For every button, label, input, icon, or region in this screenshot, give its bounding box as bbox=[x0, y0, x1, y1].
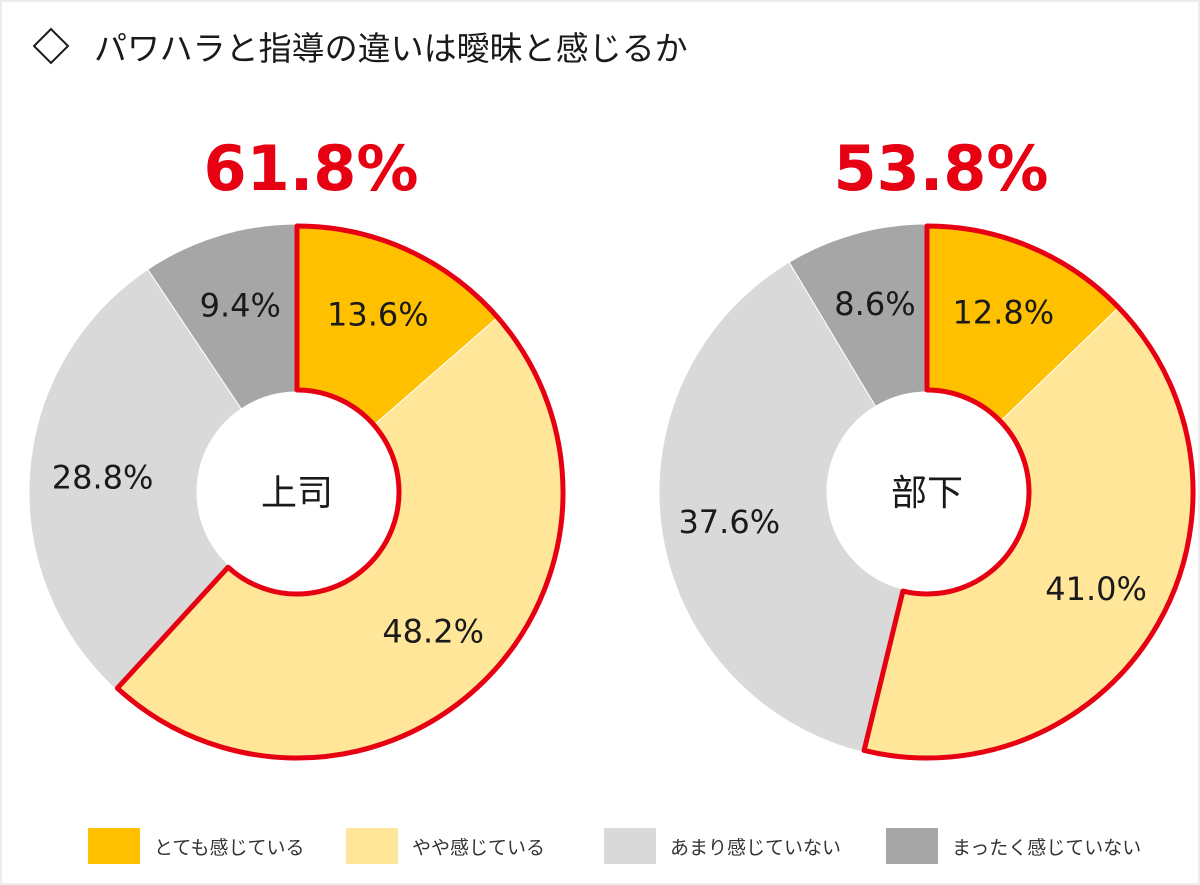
chart-title-row: パワハラと指導の違いは曖昧と感じるか bbox=[28, 22, 688, 70]
highlight-total: 61.8% bbox=[203, 132, 418, 205]
legend-item-strong: とても感じている bbox=[88, 828, 346, 864]
legend-label: とても感じている bbox=[154, 836, 305, 859]
slice-label: 8.6% bbox=[834, 285, 915, 323]
slice-label: 37.6% bbox=[678, 503, 780, 541]
legend: とても感じている やや感じている あまり感じていない まったく感じていない bbox=[88, 828, 1141, 864]
highlight-outline bbox=[861, 223, 1196, 761]
slice-label: 48.2% bbox=[382, 613, 484, 651]
slice-label: 41.0% bbox=[1045, 570, 1147, 608]
legend-label: あまり感じていない bbox=[670, 836, 842, 859]
legend-label: まったく感じていない bbox=[952, 836, 1142, 859]
legend-label: やや感じている bbox=[412, 836, 546, 859]
legend-item-notmuch: あまり感じていない bbox=[604, 828, 886, 864]
slice-label: 12.8% bbox=[952, 294, 1054, 332]
legend-swatch bbox=[346, 828, 398, 864]
legend-item-somewhat: やや感じている bbox=[346, 828, 604, 864]
slice-label: 28.8% bbox=[52, 458, 154, 496]
slice-label: 9.4% bbox=[200, 286, 281, 324]
donut-slice bbox=[28, 268, 243, 691]
center-label: 部下 bbox=[891, 473, 963, 514]
legend-item-notatall: まったく感じていない bbox=[886, 828, 1141, 864]
legend-swatch bbox=[88, 828, 140, 864]
highlight-total: 53.8% bbox=[833, 132, 1048, 205]
center-label: 上司 bbox=[261, 473, 333, 514]
legend-swatch bbox=[886, 828, 938, 864]
donut-slice bbox=[658, 261, 904, 754]
highlight-outline bbox=[114, 223, 566, 761]
chart-title: パワハラと指導の違いは曖昧と感じるか bbox=[94, 29, 688, 68]
legend-swatch bbox=[604, 828, 656, 864]
slice-label: 13.6% bbox=[327, 296, 429, 334]
